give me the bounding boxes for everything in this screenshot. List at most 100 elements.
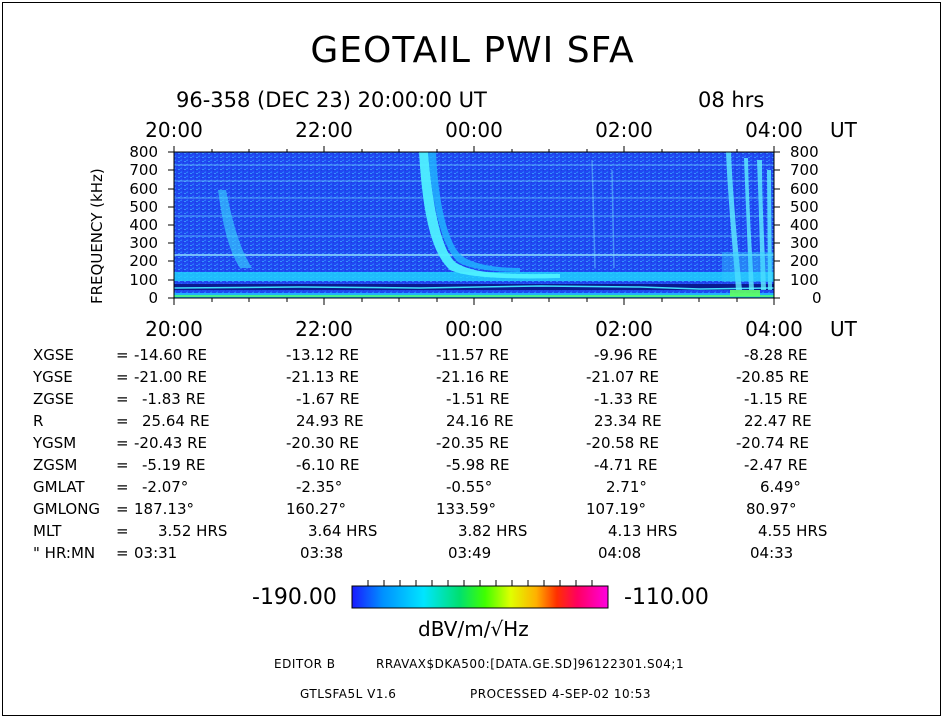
eph-equals: = (116, 522, 129, 540)
eph-value: -14.60 RE (134, 346, 208, 364)
y-tick-label-right: 300 (790, 234, 819, 252)
eph-equals: = (116, 500, 129, 518)
y-tick-label-right: 700 (790, 161, 819, 179)
eph-value: -2.47 RE (744, 456, 808, 474)
eph-value: -0.55° (446, 478, 493, 496)
y-tick-label-right: 400 (790, 216, 819, 234)
eph-equals: = (116, 346, 129, 364)
eph-label: MLT (33, 522, 62, 540)
eph-value: -20.30 RE (286, 434, 360, 452)
colorbar-unit-label: dBV/m/√Hz (418, 617, 529, 641)
y-tick-label-right: 0 (812, 289, 822, 307)
y-tick-label: 100 (129, 271, 158, 289)
eph-label: GMLONG (33, 500, 101, 518)
eph-value: 6.49° (760, 478, 801, 496)
eph-value: 25.64 RE (142, 412, 210, 430)
green-band (174, 295, 774, 297)
y-tick-label: 800 (129, 143, 158, 161)
eph-equals: = (116, 368, 129, 386)
y-tick-label-right: 100 (790, 271, 819, 289)
eph-value: -21.00 RE (134, 368, 208, 386)
eph-value: 23.34 RE (594, 412, 662, 430)
x-tick-label: 22:00 (295, 118, 353, 142)
y-tick-label: 400 (129, 216, 158, 234)
x-tick-label: 00:00 (445, 118, 503, 142)
eph-value: 3.82 HRS (458, 522, 528, 540)
eph-value: 3.64 HRS (308, 522, 378, 540)
radio-burst-late (726, 152, 772, 290)
y-tick-label: 600 (129, 180, 158, 198)
radio-burst-weak (218, 190, 252, 268)
eph-value: -2.07° (142, 478, 189, 496)
plasma-line (173, 285, 775, 290)
x-tick-label: 04:00 (745, 317, 803, 341)
eph-value: -1.33 RE (594, 390, 658, 408)
eph-value: -6.10 RE (296, 456, 360, 474)
y-tick-label: 200 (129, 252, 158, 270)
eph-label: R (33, 412, 44, 430)
eph-value: -20.74 RE (736, 434, 810, 452)
eph-value: -21.13 RE (286, 368, 360, 386)
x-tick-label: 00:00 (445, 317, 503, 341)
eph-value: -9.96 RE (594, 346, 658, 364)
faint-vertical-features (591, 159, 615, 269)
bottom-ticks (173, 298, 775, 305)
colorbar-gradient (351, 585, 609, 609)
eph-value: -11.57 RE (436, 346, 510, 364)
spectrogram-plot (173, 151, 775, 299)
eph-label: YGSM (33, 434, 77, 452)
colorbar-max-label: -110.00 (624, 585, 709, 610)
file-path-label: RRAVAX$DKA500:[DATA.GE.SD]96122301.S04;1 (376, 657, 685, 671)
eph-label: YGSE (33, 368, 73, 386)
eph-label: ZGSM (33, 456, 78, 474)
eph-value: 22.47 RE (744, 412, 812, 430)
eph-value: 04:08 (598, 544, 642, 562)
y-tick-label-right: 200 (790, 252, 819, 270)
eph-value: 03:38 (300, 544, 344, 562)
eph-value: -8.28 RE (744, 346, 808, 364)
eph-equals: = (116, 456, 129, 474)
y-tick-label: 500 (129, 198, 158, 216)
eph-value: 4.55 HRS (758, 522, 828, 540)
eph-value: 133.59° (436, 500, 496, 518)
eph-value: -5.98 RE (446, 456, 510, 474)
eph-equals: = (116, 478, 129, 496)
eph-value: -21.07 RE (586, 368, 660, 386)
processed-label: PROCESSED 4-SEP-02 10:53 (470, 687, 651, 701)
y-ticks (168, 151, 780, 299)
eph-value: -4.71 RE (594, 456, 658, 474)
green-patch (730, 290, 760, 296)
eph-value: -1.67 RE (296, 390, 360, 408)
eph-value: -20.35 RE (436, 434, 510, 452)
eph-value: -20.43 RE (134, 434, 208, 452)
eph-value: -1.83 RE (142, 390, 206, 408)
late-activity-wash (722, 252, 774, 282)
eph-equals: = (116, 544, 129, 562)
eph-value: -20.85 RE (736, 368, 810, 386)
eph-label: ZGSE (33, 390, 74, 408)
colorbar (351, 580, 609, 609)
duration-label: 08 hrs (698, 88, 765, 112)
eph-label: " HR:MN (33, 544, 96, 562)
eph-value: 107.19° (586, 500, 646, 518)
eph-value: 4.13 HRS (608, 522, 678, 540)
eph-value: 04:33 (750, 544, 794, 562)
editor-label: EDITOR B (274, 657, 336, 671)
eph-value: -1.15 RE (744, 390, 808, 408)
x-tick-label: 22:00 (295, 317, 353, 341)
y-tick-label: 0 (148, 289, 158, 307)
x-unit-label: UT (830, 118, 857, 142)
chart-title: GEOTAIL PWI SFA (310, 30, 635, 71)
y-tick-label-right: 500 (790, 198, 819, 216)
eph-value: 187.13° (134, 500, 194, 518)
eph-value: 24.93 RE (296, 412, 364, 430)
eph-value: -20.58 RE (586, 434, 660, 452)
x-tick-label: 20:00 (145, 118, 203, 142)
low-freq-band (174, 272, 774, 281)
eph-value: 160.27° (286, 500, 346, 518)
eph-label: GMLAT (33, 478, 85, 496)
eph-value: 03:49 (448, 544, 492, 562)
interference-lines (174, 164, 774, 237)
